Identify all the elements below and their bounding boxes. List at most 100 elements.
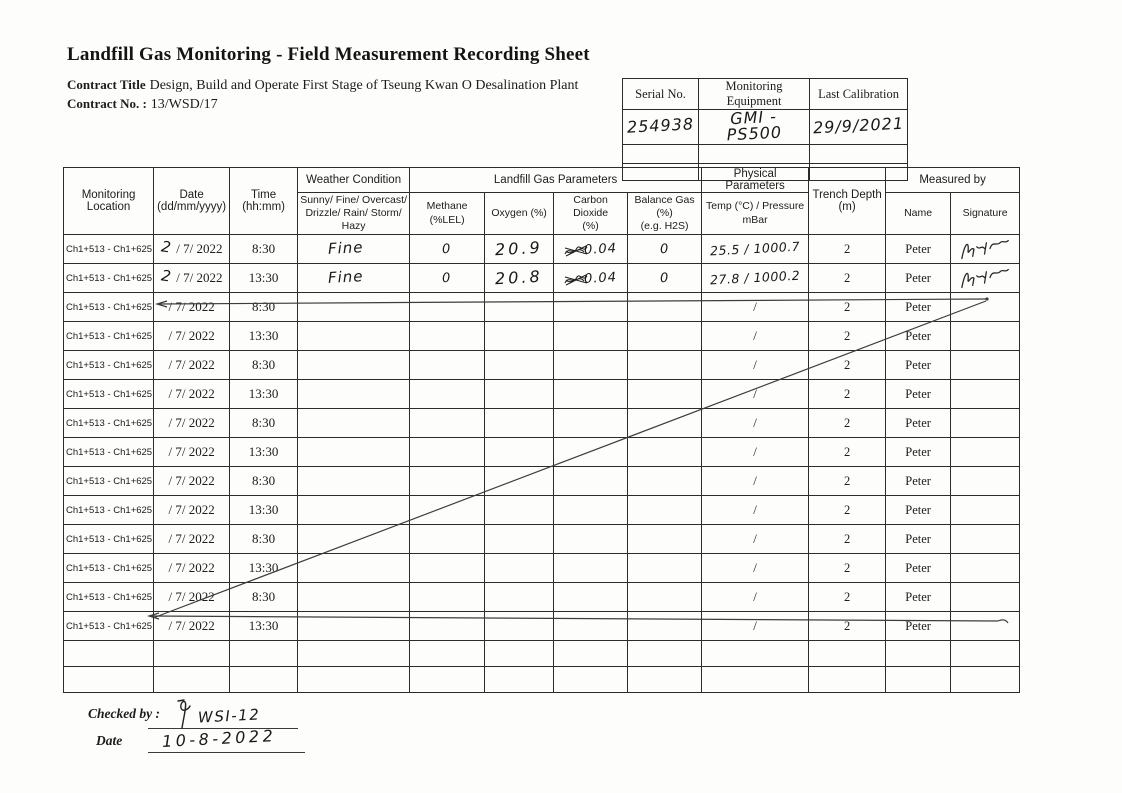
cell-methane	[409, 321, 486, 351]
cell-methane	[409, 466, 486, 496]
cell-date: / 7/ 2022	[153, 321, 231, 351]
cell-carbon-dioxide	[553, 666, 629, 693]
header-weather-options: Sunny/ Fine/ Overcast/ Drizzle/ Rain/ St…	[297, 192, 411, 235]
cell-weather	[297, 553, 411, 583]
date-label: Date	[96, 733, 123, 748]
header-balance-gas: Balance Gas (%) (e.g. H2S)	[627, 192, 703, 235]
cell-carbon-dioxide	[553, 321, 629, 351]
cell-signature	[950, 495, 1021, 525]
cell-temp-pressure: /	[701, 553, 810, 583]
header-temp-pressure: Temp (°C) / Pressure mBar	[701, 192, 810, 235]
cell-oxygen	[484, 553, 555, 583]
cell-name: Peter	[885, 553, 952, 583]
cell-oxygen: 20.8	[484, 263, 555, 293]
cell-signature	[950, 466, 1021, 496]
cell-temp-pressure: /	[701, 524, 810, 554]
cell-balance-gas	[627, 466, 703, 496]
cell-carbon-dioxide	[553, 408, 629, 438]
cell-trench-depth: 2	[808, 321, 887, 351]
table-row: Ch1+513 - Ch1+625/ 7/ 2022 8:30 /2 Peter	[62, 350, 1021, 380]
cell-temp-pressure: /	[701, 495, 810, 525]
cell-time: 8:30	[229, 582, 299, 612]
cell-date	[153, 640, 231, 667]
cell-methane	[409, 379, 486, 409]
cell-signature	[950, 234, 1021, 264]
table-row: Ch1+513 - Ch1+625 2/ 7/ 2022 13:30 Fine 0 20.…	[62, 263, 1021, 293]
cell-date: 2/ 7/ 2022	[153, 234, 231, 264]
cell-time	[229, 666, 299, 693]
contract-no-value: 13/WSD/17	[150, 97, 218, 112]
cell-carbon-dioxide	[553, 582, 629, 612]
cell-time: 13:30	[229, 437, 299, 467]
cell-oxygen	[484, 666, 555, 693]
cell-trench-depth: 2	[808, 582, 887, 612]
cell-date: / 7/ 2022	[153, 379, 231, 409]
cell-trench-depth: 2	[808, 466, 887, 496]
equip-empty-cell	[622, 144, 699, 164]
cell-signature	[950, 321, 1021, 351]
cell-weather	[297, 666, 411, 693]
cell-balance-gas	[627, 611, 703, 641]
cell-weather	[297, 292, 411, 322]
scribble-correction-mark	[564, 274, 588, 286]
cell-oxygen	[484, 292, 555, 322]
cell-temp-pressure: /	[701, 321, 810, 351]
cell-carbon-dioxide	[553, 553, 629, 583]
cell-methane	[409, 524, 486, 554]
cell-balance-gas	[627, 495, 703, 525]
cell-name: Peter	[885, 611, 952, 641]
cell-temp-pressure: /	[701, 466, 810, 496]
cell-monitoring-location	[62, 666, 155, 693]
header-oxygen: Oxygen (%)	[484, 192, 555, 235]
cell-monitoring-location: Ch1+513 - Ch1+625	[62, 524, 155, 554]
cell-monitoring-location: Ch1+513 - Ch1+625	[62, 234, 155, 264]
cell-signature	[950, 350, 1021, 380]
cell-oxygen	[484, 524, 555, 554]
cell-monitoring-location: Ch1+513 - Ch1+625	[62, 263, 155, 293]
equip-empty-cell	[808, 144, 909, 164]
cell-monitoring-location: Ch1+513 - Ch1+625	[62, 379, 155, 409]
table-row: Ch1+513 - Ch1+625/ 7/ 2022 13:30 /2 Peter	[62, 437, 1021, 467]
equip-serial-value: 254938	[622, 109, 699, 145]
cell-monitoring-location: Ch1+513 - Ch1+625	[62, 582, 155, 612]
cell-time: 13:30	[229, 611, 299, 641]
cell-trench-depth: 2	[808, 553, 887, 583]
handwritten-methane: 0	[442, 270, 453, 287]
cell-oxygen	[484, 408, 555, 438]
page-title: Landfill Gas Monitoring - Field Measurem…	[67, 44, 590, 65]
cell-trench-depth: 2	[808, 524, 887, 554]
table-row-empty	[62, 666, 1021, 693]
cell-monitoring-location: Ch1+513 - Ch1+625	[62, 553, 155, 583]
cell-name: Peter	[885, 408, 952, 438]
cell-date: / 7/ 2022	[153, 408, 231, 438]
cell-name: Peter	[885, 263, 952, 293]
cell-time: 13:30	[229, 553, 299, 583]
cell-name	[885, 640, 952, 667]
handwritten-temp-pressure: 25.5 / 1000.7	[709, 238, 801, 259]
cell-trench-depth: 2	[808, 263, 887, 293]
equip-empty-cell	[698, 144, 810, 164]
cell-temp-pressure: /	[701, 379, 810, 409]
contract-no-label: Contract No. :	[67, 96, 147, 111]
cell-methane	[409, 437, 486, 467]
cell-weather	[297, 611, 411, 641]
handwritten-co2: 0.04	[583, 270, 618, 287]
monitoring-table: Monitoring Location Date (dd/mm/yyyy) Ti…	[62, 167, 1021, 693]
table-row: Ch1+513 - Ch1+625/ 7/ 2022 8:30 /2 Peter	[62, 466, 1021, 496]
equipment-table: Serial No. Monitoring Equipment Last Cal…	[622, 78, 909, 181]
cell-methane	[409, 553, 486, 583]
cell-temp-pressure: 27.8 / 1000.2	[701, 263, 810, 293]
cell-balance-gas: 0	[627, 234, 703, 264]
cell-trench-depth: 2	[808, 408, 887, 438]
cell-name: Peter	[885, 582, 952, 612]
cell-balance-gas	[627, 524, 703, 554]
handwritten-day: 2	[159, 237, 173, 257]
cell-trench-depth	[808, 666, 887, 693]
cell-time: 8:30	[229, 524, 299, 554]
cell-oxygen	[484, 495, 555, 525]
cell-name: Peter	[885, 495, 952, 525]
cell-signature	[950, 379, 1021, 409]
cell-carbon-dioxide	[553, 350, 629, 380]
cell-balance-gas	[627, 553, 703, 583]
equip-calibration-value: 29/9/2021	[808, 109, 909, 145]
